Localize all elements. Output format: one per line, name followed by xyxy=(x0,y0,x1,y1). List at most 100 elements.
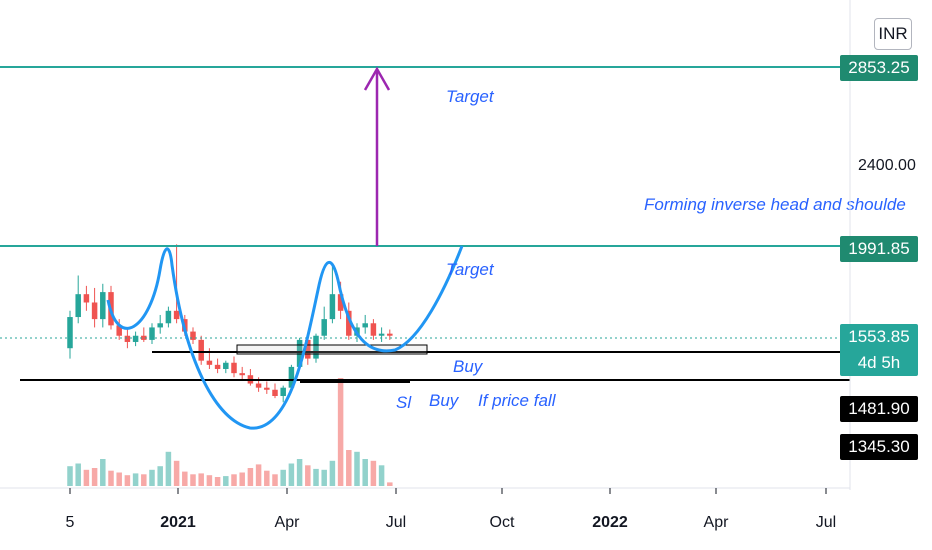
candle-body[interactable] xyxy=(83,294,90,303)
volume-bar xyxy=(198,473,204,486)
x-tick-label: 2021 xyxy=(160,514,196,531)
volume-bar xyxy=(231,474,237,486)
annotation-buy-lower: Buy xyxy=(429,391,460,410)
volume-bar xyxy=(141,474,147,486)
candle-body[interactable] xyxy=(132,335,139,342)
volume-bar xyxy=(190,474,196,486)
candle-body[interactable] xyxy=(75,294,81,318)
candle-body[interactable] xyxy=(141,335,147,340)
candle-body[interactable] xyxy=(329,294,336,320)
volume-bar xyxy=(354,451,360,486)
head-and-shoulders-curve[interactable] xyxy=(106,245,464,430)
volume-bar xyxy=(370,460,377,486)
currency-button[interactable]: INR xyxy=(874,18,912,50)
target-arrow-head xyxy=(363,66,391,91)
x-tick-label: Jul xyxy=(386,514,406,531)
volume-bar xyxy=(173,460,180,486)
x-tick-label: 5 xyxy=(66,514,75,531)
volume-bar xyxy=(124,475,131,486)
candle-body[interactable] xyxy=(116,325,122,336)
volume-bars xyxy=(67,378,393,486)
buy-zone-box[interactable] xyxy=(236,344,428,355)
volume-bar xyxy=(264,470,270,486)
volume-bar xyxy=(239,472,245,486)
candle-body[interactable] xyxy=(313,335,319,359)
candle-body[interactable] xyxy=(231,362,237,374)
candle-body[interactable] xyxy=(157,323,163,328)
volume-bar xyxy=(296,459,303,486)
volume-bar xyxy=(83,469,90,486)
candle-body[interactable] xyxy=(362,323,368,328)
volume-bar xyxy=(288,463,295,486)
annotation-buy-upper: Buy xyxy=(453,357,484,376)
candle-body[interactable] xyxy=(91,302,98,320)
price-tag-1345: 1345.30 xyxy=(840,434,918,460)
volume-bar xyxy=(362,459,368,486)
volume-bar xyxy=(321,469,327,486)
candle-body[interactable] xyxy=(223,362,229,369)
candle-body[interactable] xyxy=(198,339,204,361)
candle-body[interactable] xyxy=(296,339,303,367)
x-tick-label: Oct xyxy=(490,514,515,531)
candle-body[interactable] xyxy=(387,333,393,336)
y-tick-2400: 2400.00 xyxy=(858,157,916,174)
candle-body[interactable] xyxy=(239,373,245,376)
candle-body[interactable] xyxy=(173,310,180,320)
price-tag-1481: 1481.90 xyxy=(840,396,918,422)
candle-body[interactable] xyxy=(149,327,155,340)
candle-body[interactable] xyxy=(288,366,295,388)
candle-body[interactable] xyxy=(124,335,131,342)
volume-bar xyxy=(157,466,163,486)
x-tick-label: Jul xyxy=(816,514,836,531)
candle-body[interactable] xyxy=(67,317,73,349)
candle-body[interactable] xyxy=(305,339,311,359)
candle-body[interactable] xyxy=(321,319,327,336)
x-tick-label: 2022 xyxy=(592,514,628,531)
volume-bar xyxy=(149,469,155,486)
volume-bar xyxy=(165,451,172,486)
volume-bar xyxy=(387,482,393,486)
candle-body[interactable] xyxy=(264,387,270,390)
volume-bar xyxy=(206,475,213,486)
price-tag-last-price: 1553.85 xyxy=(840,324,918,350)
volume-bar xyxy=(132,473,139,486)
volume-bar xyxy=(75,463,81,486)
x-tick-label: Apr xyxy=(704,514,730,531)
volume-bar xyxy=(337,378,344,486)
volume-bar xyxy=(378,465,385,486)
candle-body[interactable] xyxy=(165,310,172,324)
volume-bar xyxy=(329,460,336,486)
volume-bar xyxy=(280,469,286,486)
volume-bar xyxy=(313,468,319,486)
candle-body[interactable] xyxy=(206,360,213,365)
candle-body[interactable] xyxy=(214,364,221,369)
volume-bar xyxy=(182,471,188,486)
price-tag-target-top: 2853.25 xyxy=(840,55,918,81)
annotation-pattern: Forming inverse head and shoulde xyxy=(644,195,906,214)
volume-bar xyxy=(223,476,229,486)
volume-bar xyxy=(346,450,352,486)
candle-body[interactable] xyxy=(280,387,286,397)
volume-bar xyxy=(255,464,262,486)
annotation-target-lower: Target xyxy=(446,260,495,279)
volume-bar xyxy=(247,468,254,486)
volume-bar xyxy=(272,474,278,486)
x-tick-label: Apr xyxy=(275,514,301,531)
candle-body[interactable] xyxy=(346,310,352,336)
candle-body[interactable] xyxy=(255,383,262,388)
candle-body[interactable] xyxy=(272,389,278,397)
price-tag-target-line: 1991.85 xyxy=(840,236,918,262)
annotation-if-price-fall: If price fall xyxy=(478,391,557,410)
volume-bar xyxy=(108,470,114,486)
candle-body[interactable] xyxy=(190,331,196,340)
candle-body[interactable] xyxy=(100,292,106,320)
candle-body[interactable] xyxy=(370,323,377,336)
candle-body[interactable] xyxy=(378,333,385,336)
volume-bar xyxy=(67,466,73,486)
volume-bar xyxy=(91,468,98,486)
candle-body[interactable] xyxy=(337,294,344,311)
price-tag-countdown: 4d 5h xyxy=(840,350,918,376)
volume-bar xyxy=(305,465,311,486)
volume-bar xyxy=(116,472,122,486)
